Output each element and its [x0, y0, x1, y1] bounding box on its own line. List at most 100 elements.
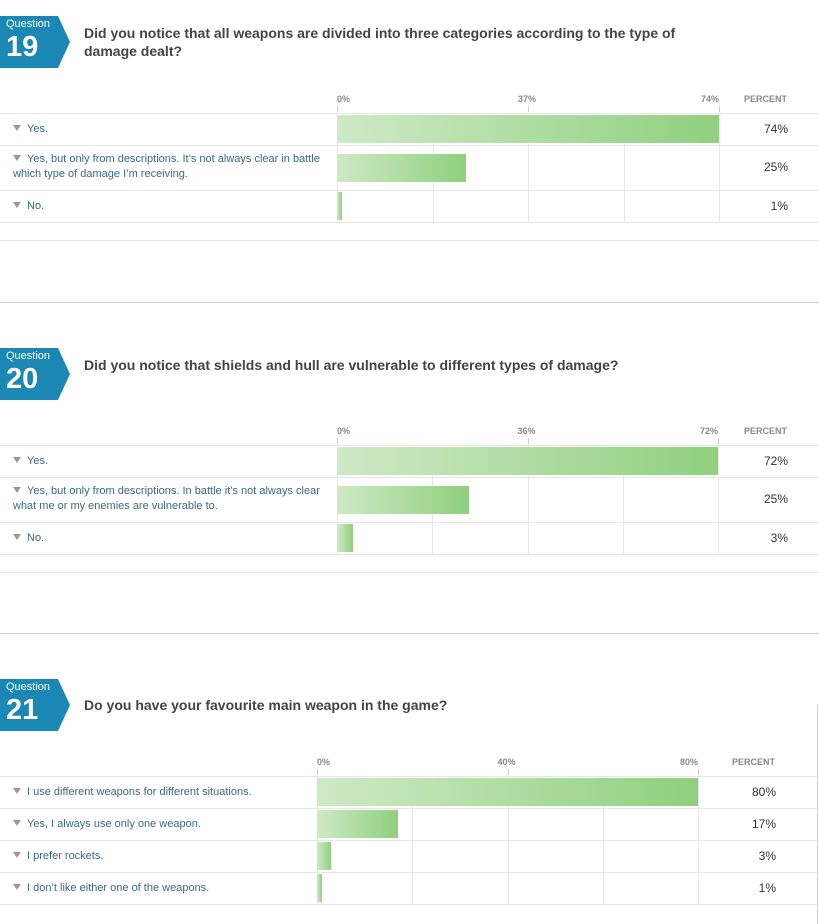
answer-text: Yes, but only from descriptions. In batt… [13, 485, 320, 512]
grid-line [718, 445, 719, 554]
question-badge-label: Question [6, 18, 51, 30]
answer-text: Yes. [27, 123, 49, 135]
axis-tick-label: 80% [680, 757, 699, 767]
filter-icon[interactable] [13, 202, 21, 209]
filter-icon[interactable] [13, 788, 21, 795]
answer-row: Yes. 74% [0, 113, 819, 146]
answer-bar [337, 524, 353, 552]
question-badge-label: Question [6, 350, 51, 362]
answer-label: Yes. [13, 122, 320, 137]
answer-text: I use different weapons for different si… [27, 786, 252, 798]
answer-percent: 1% [758, 881, 776, 895]
grid-line [527, 445, 529, 554]
axis-tick-label: 40% [497, 757, 516, 767]
answer-row: Yes, I always use only one weapon. 17% [0, 808, 819, 841]
axis-tick-label: 74% [701, 94, 720, 104]
answer-text: Yes, but only from descriptions. It’s no… [13, 153, 320, 180]
grid-line [719, 113, 720, 222]
question-badge-label: Question [6, 681, 51, 693]
answer-percent: 3% [770, 531, 788, 545]
percent-column-header: PERCENT [744, 94, 788, 104]
answer-percent: 17% [751, 817, 776, 831]
answer-text: No. [27, 532, 45, 544]
answer-bar [337, 447, 718, 475]
filter-icon[interactable] [13, 487, 21, 494]
answer-bar [317, 874, 322, 902]
answer-bar [317, 778, 698, 806]
answer-bar [317, 842, 332, 870]
answer-bar [337, 485, 470, 514]
question-title: Do you have your favourite main weapon i… [84, 697, 448, 713]
filter-icon[interactable] [13, 155, 21, 162]
axis-tick-mark [337, 106, 338, 112]
axis-tick-mark [698, 769, 699, 775]
axis-tick-mark [527, 438, 529, 444]
answer-label: Yes. [13, 454, 320, 469]
answer-percent: 25% [763, 160, 788, 174]
question-badge: Question 20 [0, 348, 70, 400]
answer-row: No. 3% [0, 522, 819, 555]
axis-tick-label: 36% [517, 426, 536, 436]
question-badge: Question 19 [0, 16, 70, 68]
filter-icon[interactable] [13, 820, 21, 827]
answer-label: Yes, but only from descriptions. It’s no… [13, 152, 320, 182]
answer-row: Yes, but only from descriptions. In batt… [0, 477, 819, 523]
axis-tick-label: 0% [337, 94, 351, 104]
filter-icon[interactable] [13, 884, 21, 891]
axis-tick-label: 37% [518, 94, 537, 104]
filter-icon[interactable] [13, 534, 21, 541]
answer-row: I use different weapons for different si… [0, 776, 819, 809]
chart-footer-border [0, 572, 819, 573]
answer-text: I prefer rockets. [27, 850, 104, 862]
percent-column-header: PERCENT [744, 426, 788, 436]
axis-tick-mark [528, 106, 529, 112]
filter-icon[interactable] [13, 457, 21, 464]
chart-bottom-border [0, 904, 819, 905]
axis-tick-label: 0% [317, 757, 331, 767]
answer-percent: 74% [763, 122, 788, 136]
question-number: 19 [6, 31, 39, 63]
answer-row: Yes, but only from descriptions. It’s no… [0, 145, 819, 191]
grid-line [623, 113, 625, 222]
axis-tick-mark [317, 769, 318, 775]
section-divider [0, 302, 819, 303]
percent-column-header: PERCENT [732, 757, 776, 767]
answer-percent: 80% [751, 785, 776, 799]
grid-line [622, 445, 624, 554]
answer-text: Yes. [27, 455, 49, 467]
chart-bottom-border [0, 222, 819, 223]
axis-tick-mark [337, 438, 338, 444]
axis-tick-mark [507, 769, 509, 775]
question-number: 20 [6, 363, 39, 395]
filter-icon[interactable] [13, 852, 21, 859]
question-title: Did you notice that all weapons are divi… [84, 25, 676, 59]
answer-percent: 1% [770, 199, 788, 213]
answer-label: Yes, I always use only one weapon. [13, 817, 300, 832]
answer-text: Yes, I always use only one weapon. [27, 818, 201, 830]
answer-row: I prefer rockets. 3% [0, 840, 819, 873]
question-badge: Question 21 [0, 679, 70, 731]
chart-bottom-border [0, 554, 819, 555]
answer-percent: 72% [763, 454, 788, 468]
axis-tick-mark [718, 438, 719, 444]
answer-bar [337, 153, 467, 182]
answer-bar [337, 192, 343, 220]
axis-tick-mark [719, 106, 720, 112]
grid-line [528, 113, 529, 222]
answer-bar [317, 810, 398, 838]
answer-label: I prefer rockets. [13, 849, 300, 864]
answer-row: No. 1% [0, 190, 819, 223]
filter-icon[interactable] [13, 125, 21, 132]
answer-row: I don’t like either one of the weapons. 1… [0, 872, 819, 905]
answer-percent: 3% [758, 849, 776, 863]
answer-row: Yes. 72% [0, 445, 819, 478]
panel-edge [817, 705, 818, 924]
answer-label: Yes, but only from descriptions. In batt… [13, 484, 320, 514]
chart-footer-border [0, 240, 819, 241]
answer-label: I use different weapons for different si… [13, 785, 300, 800]
answer-label: No. [13, 531, 320, 546]
answer-percent: 25% [763, 492, 788, 506]
answer-bar [337, 115, 719, 143]
answer-text: No. [27, 200, 45, 212]
question-number: 21 [6, 694, 39, 726]
